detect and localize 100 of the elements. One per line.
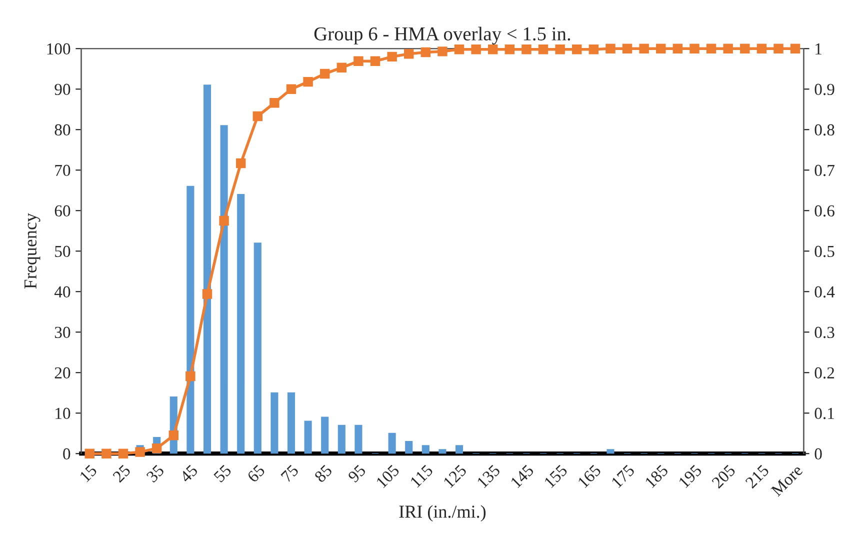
point [135, 447, 145, 457]
point [471, 44, 481, 54]
y2-tick-label: 1 [816, 43, 822, 54]
x-tick-label: 75 [280, 464, 300, 483]
y-tick-label: 50 [55, 246, 70, 258]
point [303, 76, 313, 87]
x-tick-label: 25 [112, 464, 132, 483]
point [186, 371, 196, 382]
x-tick-label: 85 [314, 464, 333, 483]
bar [203, 84, 212, 454]
x-axis-title: IRI (in./mi.) [399, 505, 486, 522]
x-tick-label: 125 [442, 464, 468, 488]
point [672, 44, 683, 54]
x-tick-label: 175 [611, 464, 636, 488]
y2-tick-label: 0 [814, 448, 822, 460]
y-tick-label: 20 [54, 367, 70, 379]
point [622, 44, 632, 54]
y2-tick-label: 0.4 [814, 286, 835, 298]
point [336, 62, 347, 72]
x-tick-label: 105 [376, 464, 400, 488]
point [588, 44, 599, 54]
y2-tick-label: 0.8 [814, 124, 834, 136]
point [387, 52, 397, 62]
point [202, 289, 212, 299]
x-tick-label: 155 [544, 464, 568, 488]
point [538, 44, 548, 54]
x-tick-label: 15 [79, 464, 98, 482]
bar [338, 424, 346, 454]
bar [422, 445, 430, 454]
point [639, 44, 649, 54]
y2-tick-label: 0.5 [814, 246, 834, 258]
x-tick-label: 55 [213, 464, 232, 483]
bar [321, 416, 329, 454]
y-tick-label: 10 [56, 408, 70, 420]
bar [186, 186, 194, 454]
bar [254, 242, 262, 454]
point [756, 44, 767, 54]
y-tick-label: 60 [54, 205, 70, 217]
point [152, 443, 162, 454]
bar [438, 449, 446, 454]
point [740, 44, 750, 54]
point [723, 44, 733, 54]
bar [287, 392, 296, 454]
y-tick-label: 0 [63, 448, 70, 460]
x-tick-label: 65 [246, 464, 266, 483]
point [454, 44, 464, 54]
point [438, 46, 448, 56]
chart-title: Group 6 - HMA overlay < 1.5 in. [314, 26, 570, 44]
y-tick-label: 80 [54, 124, 70, 136]
bar [405, 441, 413, 454]
point [354, 56, 364, 66]
x-tick-label: 135 [476, 464, 501, 488]
bar [270, 392, 278, 454]
point [555, 44, 565, 54]
point [320, 68, 330, 79]
x-tick-label: 115 [410, 464, 434, 488]
x-tick-label: 45 [179, 464, 198, 484]
x-tick-label: 35 [146, 464, 165, 483]
y2-tick-label: 0.6 [814, 205, 834, 217]
bar [220, 125, 228, 454]
point [370, 56, 380, 66]
x-tick-label: 215 [744, 464, 770, 489]
point [252, 111, 263, 122]
point [270, 98, 280, 108]
y-tick-label: 90 [54, 84, 70, 96]
y-tick-label: 40 [54, 286, 70, 298]
y2-tick-label: 0.7 [814, 164, 834, 176]
point [102, 448, 112, 458]
x-tick-label: 165 [577, 464, 602, 488]
point [420, 47, 431, 58]
y2-tick-label: 0.9 [814, 84, 834, 96]
point [504, 44, 515, 54]
x-tick-label: 95 [347, 464, 366, 484]
point [168, 430, 178, 440]
point [236, 158, 246, 168]
x-tick-label: 145 [510, 464, 534, 488]
y2-tick-label: 0.2 [814, 367, 834, 379]
point [286, 84, 296, 94]
point [656, 44, 666, 54]
bar [304, 420, 312, 454]
point [790, 44, 800, 54]
point [706, 44, 716, 54]
y-tick-label: 30 [54, 326, 70, 338]
y2-tick-label: 0.1 [814, 408, 834, 420]
x-tick-label: 205 [711, 464, 736, 489]
bar [606, 449, 614, 454]
point [572, 44, 582, 54]
point [522, 44, 532, 54]
bar [388, 432, 396, 454]
point [690, 44, 700, 54]
y-tick-label: 100 [47, 43, 70, 55]
bar [237, 194, 245, 454]
point [404, 49, 414, 59]
point [118, 448, 128, 458]
y-tick-label: 70 [55, 164, 70, 176]
y-axis-title: Frequency [24, 213, 40, 289]
x-tick-label: 195 [678, 464, 702, 488]
point [606, 44, 616, 54]
y2-tick-label: 0.3 [814, 326, 834, 338]
bar [354, 424, 362, 454]
